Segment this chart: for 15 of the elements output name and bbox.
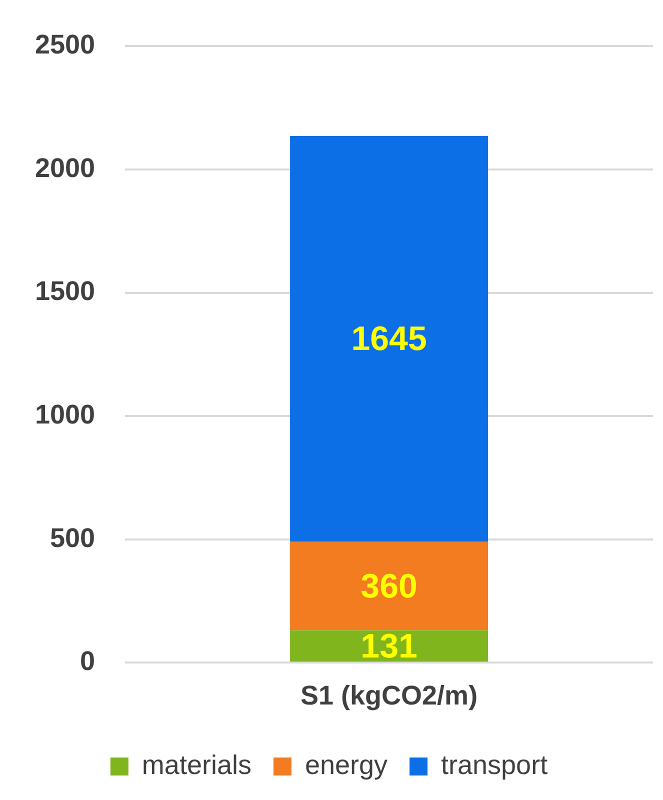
legend-label: materials [142, 750, 252, 780]
data-label: 131 [360, 627, 418, 666]
y-tick-label: 1500 [34, 276, 96, 306]
legend-label: transport [441, 750, 548, 780]
legend-label: energy [304, 750, 388, 780]
y-tick-label: 0 [80, 646, 96, 676]
data-label: 360 [360, 567, 418, 606]
y-tick-label: 2000 [34, 152, 96, 183]
y-tick-label: 2500 [34, 30, 96, 60]
y-tick-label: 500 [50, 522, 96, 553]
data-label: 1645 [351, 320, 427, 358]
bar [290, 136, 488, 542]
y-tick-label: 1000 [34, 399, 96, 430]
bar [290, 542, 488, 630]
x-tick-label: S1 (kgCO2/m) [300, 680, 478, 710]
